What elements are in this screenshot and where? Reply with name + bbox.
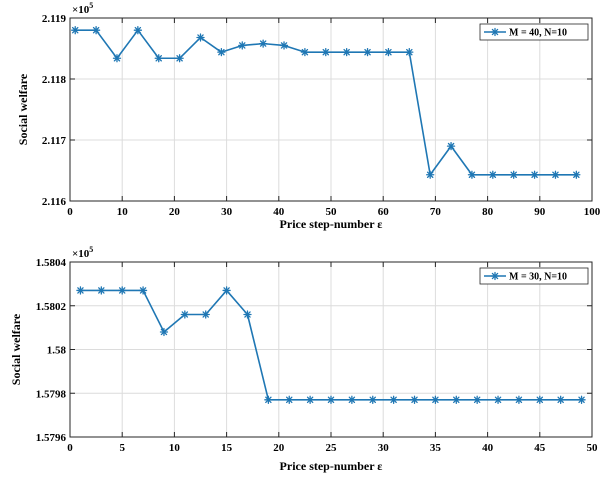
data-point [426, 170, 435, 179]
x-tick-label: 50 [326, 206, 338, 218]
data-point [446, 141, 456, 151]
x-tick-label: 40 [482, 442, 494, 454]
data-point [452, 395, 461, 404]
data-point [389, 395, 398, 404]
chart-bottom: 0 5 10 15 20 25 30 35 40 45 50 1.5796 1.5798 1.58 1.58… [9, 245, 598, 473]
data-point [217, 48, 226, 57]
data-point [97, 286, 106, 295]
y-tick-label: 1.5798 [36, 388, 67, 400]
data-point [556, 395, 565, 404]
data-point [196, 33, 205, 42]
data-point [180, 310, 189, 319]
y-tick-label: 2.117 [42, 135, 67, 147]
x-tick-label: 0 [67, 442, 73, 454]
x-tick-label: 10 [169, 442, 181, 454]
data-point [285, 395, 294, 404]
legend-label: M = 40, N=10 [509, 28, 567, 39]
data-point [488, 170, 497, 179]
x-tick-label: 45 [534, 442, 546, 454]
x-tick-label: 35 [430, 442, 442, 454]
data-point [305, 395, 315, 404]
data-point [368, 395, 377, 404]
data-point [175, 54, 184, 63]
y-tick-label: 1.58 [47, 345, 67, 357]
data-point [154, 54, 163, 63]
data-point [238, 41, 247, 50]
data-point [535, 395, 544, 404]
x-tick-label: 80 [482, 206, 494, 218]
data-point [201, 310, 210, 319]
x-tick-label: 25 [326, 442, 338, 454]
data-point [473, 395, 482, 404]
y-axis-label: Social welfare [16, 73, 30, 145]
data-point [467, 170, 477, 179]
data-point [91, 26, 101, 35]
chart-top: 0 10 20 30 40 50 60 70 80 90 100 2.116 2.117 2.118 2.1… [16, 1, 601, 231]
data-point [493, 395, 503, 404]
data-point [551, 170, 560, 179]
x-axis-label: Price step-number ε [280, 217, 383, 231]
x-tick-label: 30 [378, 442, 390, 454]
data-point [321, 48, 330, 57]
y-tick-label: 1.5796 [36, 432, 67, 444]
x-tick-label: 30 [221, 206, 233, 218]
x-tick-label: 40 [273, 206, 285, 218]
data-point [577, 395, 586, 404]
y-axis-label: Social welfare [9, 313, 23, 385]
data-point [258, 39, 268, 48]
x-tick-label: 70 [430, 206, 442, 218]
data-point [118, 286, 127, 295]
data-point [509, 170, 518, 179]
x-tick-label: 20 [273, 442, 285, 454]
x-axis-label: Price step-number ε [280, 459, 383, 473]
y-tick-label: 2.118 [42, 74, 67, 86]
y-exponent-label: ×105 [72, 1, 93, 16]
data-point [279, 41, 289, 50]
data-point [384, 48, 393, 57]
data-point [222, 286, 231, 295]
data-point [76, 286, 85, 295]
x-tick-label: 5 [119, 442, 125, 454]
data-point [133, 26, 143, 35]
data-point [243, 310, 252, 319]
x-tick-label: 100 [584, 206, 601, 218]
y-tick-label: 2.116 [42, 196, 67, 208]
legend-box [479, 267, 589, 285]
data-point [112, 54, 122, 63]
x-tick-label: 60 [378, 206, 390, 218]
x-tick-label: 50 [587, 442, 599, 454]
data-point [342, 48, 351, 57]
x-tick-label: 10 [117, 206, 129, 218]
data-point [572, 170, 581, 179]
x-tick-label: 90 [534, 206, 546, 218]
data-point [410, 395, 419, 404]
legend-box [479, 23, 589, 41]
data-point [363, 48, 372, 57]
data-point [138, 286, 148, 295]
legend-label: M = 30, N=10 [509, 272, 567, 283]
data-point [159, 327, 169, 337]
x-tick-label: 0 [67, 206, 73, 218]
x-tick-label: 15 [221, 442, 233, 454]
data-point [431, 395, 440, 404]
data-point [300, 48, 310, 57]
data-point [71, 26, 80, 35]
legend-marker [490, 271, 500, 281]
data-point [514, 395, 524, 404]
data-point [405, 48, 414, 57]
y-tick-label: 1.5802 [36, 301, 67, 313]
x-tick-label: 20 [169, 206, 181, 218]
y-tick-label: 1.5804 [36, 257, 67, 269]
y-tick-label: 2.119 [42, 13, 67, 25]
data-point [264, 395, 273, 404]
y-exponent-label: ×105 [72, 245, 93, 260]
data-point [530, 170, 539, 179]
data-point [326, 395, 336, 404]
data-point [347, 395, 357, 404]
legend-marker [490, 27, 500, 37]
